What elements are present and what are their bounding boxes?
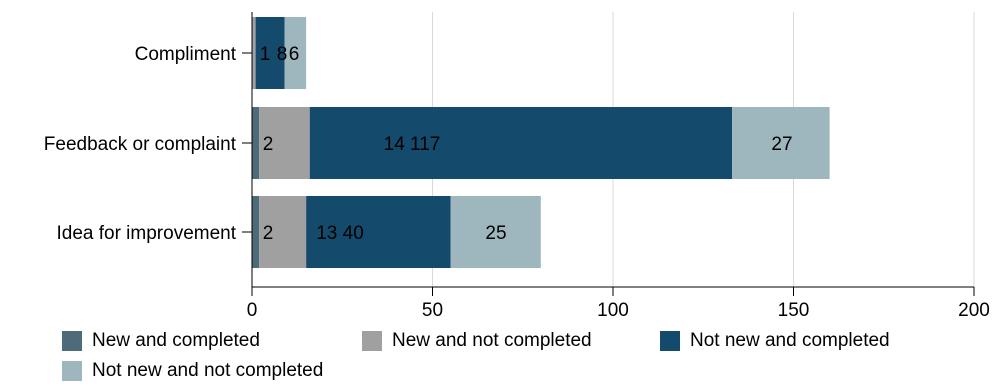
- category-label: Compliment: [135, 44, 237, 65]
- legend-label: Not new and not completed: [92, 360, 324, 381]
- legend-label: Not new and completed: [690, 330, 890, 351]
- bar-3-1: [255, 17, 285, 89]
- data-label: 13 40: [316, 223, 364, 244]
- bar-1-3: [252, 196, 260, 268]
- bar-3-2: [309, 107, 733, 179]
- bar-3-3: [306, 196, 451, 268]
- data-label: 2: [263, 134, 274, 155]
- x-tick-label: 50: [422, 300, 443, 321]
- bar-1-2: [252, 107, 260, 179]
- bar-2-2: [259, 107, 310, 179]
- x-tick-label: 0: [247, 300, 258, 321]
- data-label: 1: [260, 44, 271, 65]
- legend-item: New and completed: [62, 330, 260, 352]
- category-label: Feedback or complaint: [44, 134, 237, 155]
- bar-2-3: [259, 196, 307, 268]
- data-label: 25: [485, 223, 506, 244]
- legend-item: New and not completed: [362, 330, 592, 352]
- data-label: 2: [263, 223, 274, 244]
- data-label: 6: [289, 44, 300, 65]
- x-tick-label: 150: [778, 300, 810, 321]
- bar-4-1: [284, 17, 307, 89]
- legend-swatch: [62, 331, 82, 351]
- legend-swatch: [62, 361, 82, 381]
- x-tick-label: 100: [597, 300, 629, 321]
- legend-item: Not new and not completed: [62, 360, 323, 382]
- data-label: 27: [771, 134, 792, 155]
- legend-label: New and not completed: [392, 330, 592, 351]
- legend-swatch: [362, 331, 382, 351]
- data-label: 8: [277, 44, 288, 65]
- bar-4-3: [450, 196, 541, 268]
- data-label: 14 117: [384, 134, 441, 155]
- category-label: Idea for improvement: [56, 223, 236, 244]
- x-tick-label: 200: [958, 300, 990, 321]
- legend-label: New and completed: [92, 330, 260, 351]
- legend-swatch: [660, 331, 680, 351]
- chart: 1 8 6 2 14 117 27 2 13 40 25 Compliment Feedback o…: [44, 12, 990, 321]
- bar-4-2: [732, 107, 830, 179]
- legend-item: Not new and completed: [660, 330, 890, 352]
- bar-2-1: [252, 17, 256, 89]
